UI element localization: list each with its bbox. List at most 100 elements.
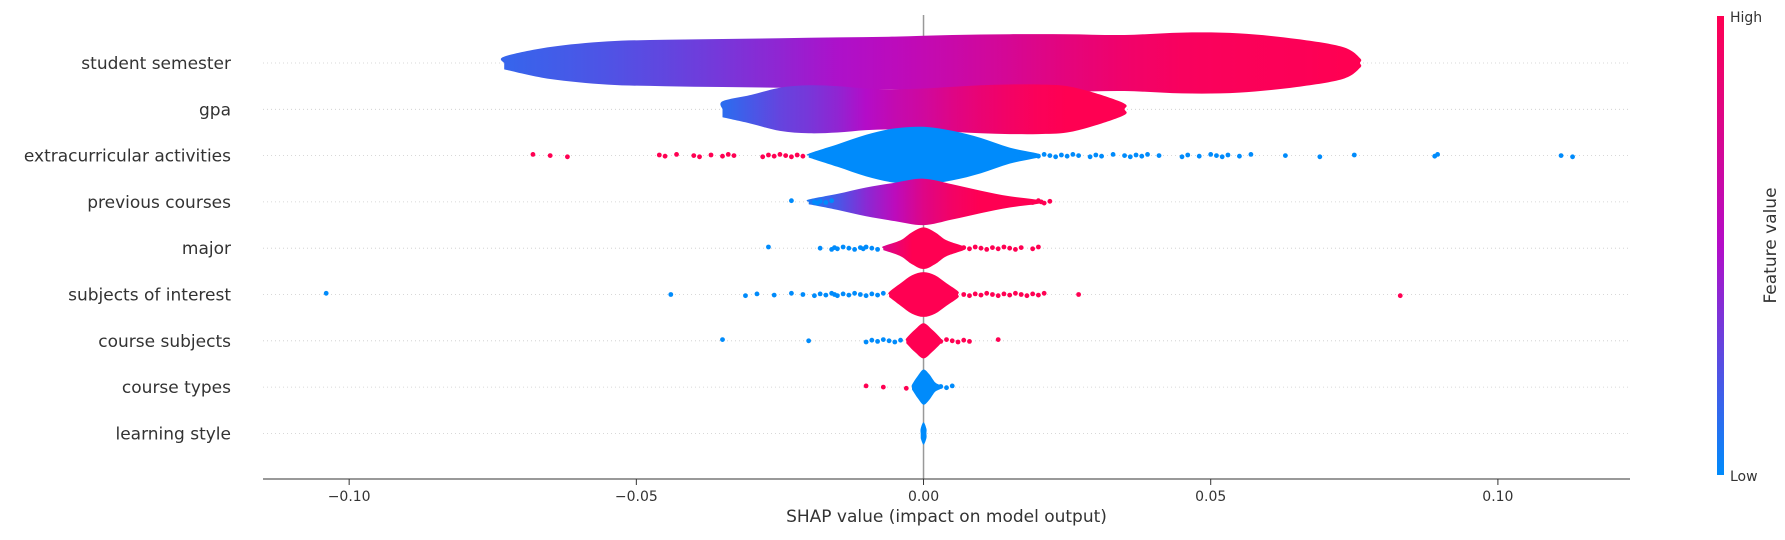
data-point — [852, 247, 858, 252]
data-point — [1047, 153, 1053, 159]
data-point — [1282, 153, 1288, 159]
data-point — [944, 337, 949, 342]
feature-label: previous courses — [87, 193, 231, 213]
feature-label: student semester — [81, 54, 231, 74]
data-point — [656, 152, 662, 158]
feature-labels: student semester gpa extracurricular activ… — [24, 54, 231, 444]
data-point — [789, 290, 794, 296]
data-point — [823, 200, 829, 205]
data-point — [1185, 152, 1191, 158]
data-point — [323, 290, 329, 296]
violin-shape — [882, 227, 965, 269]
data-point — [754, 291, 760, 297]
colorbar-high-label: High — [1730, 10, 1762, 26]
data-point — [1018, 292, 1024, 297]
violin-shape — [905, 323, 942, 359]
data-point — [978, 292, 984, 298]
data-point — [1127, 154, 1133, 160]
data-point — [1018, 200, 1024, 206]
data-point — [708, 152, 714, 158]
data-point — [834, 246, 840, 252]
data-point — [1093, 152, 1099, 158]
data-point — [880, 337, 886, 342]
data-point — [1041, 200, 1047, 206]
data-point — [1139, 153, 1145, 159]
data-point — [1219, 154, 1225, 160]
data-point — [1570, 154, 1575, 160]
colorbar — [1717, 16, 1724, 475]
data-point — [1041, 290, 1047, 296]
data-point — [1035, 292, 1041, 298]
data-point — [846, 292, 852, 298]
data-point — [771, 153, 777, 159]
data-point — [1013, 152, 1018, 157]
data-point — [840, 244, 846, 250]
data-point — [1317, 154, 1323, 160]
data-point — [530, 152, 536, 157]
data-point — [984, 290, 990, 296]
data-point — [880, 290, 886, 296]
data-point — [961, 292, 967, 297]
data-point — [1070, 152, 1076, 157]
data-point — [857, 292, 863, 297]
data-point — [863, 293, 869, 299]
data-point — [1035, 244, 1041, 250]
data-point — [990, 292, 995, 297]
data-point — [794, 152, 800, 158]
data-point — [783, 153, 789, 159]
violin-shape — [920, 422, 927, 445]
violin-layer — [500, 32, 1362, 445]
data-point — [817, 291, 823, 297]
data-point — [674, 152, 679, 157]
data-point — [938, 339, 944, 344]
data-point — [720, 153, 725, 159]
data-point — [1076, 153, 1082, 159]
data-point — [875, 292, 880, 298]
data-point — [1133, 152, 1139, 158]
data-point — [1018, 245, 1024, 251]
colorbar-low-label: Low — [1730, 469, 1758, 485]
feature-label: extracurricular activities — [24, 147, 231, 167]
data-point — [967, 293, 972, 299]
data-point — [961, 337, 967, 343]
data-point — [697, 154, 702, 160]
data-point — [961, 245, 967, 251]
data-point — [720, 337, 725, 342]
x-tick-label: 0.05 — [1195, 489, 1226, 505]
data-point — [1156, 153, 1162, 159]
data-point — [1237, 153, 1242, 159]
data-point — [806, 338, 812, 344]
data-point — [869, 245, 875, 251]
data-point — [995, 293, 1001, 299]
data-point — [800, 292, 806, 297]
feature-label: course types — [122, 378, 231, 398]
data-point — [1030, 152, 1036, 158]
data-point — [691, 153, 697, 159]
data-point — [978, 245, 984, 251]
data-point — [1110, 152, 1116, 157]
data-point — [984, 247, 990, 252]
data-point — [1024, 198, 1030, 204]
data-point — [1076, 292, 1082, 297]
data-point — [880, 384, 886, 390]
x-tick-label: −0.10 — [328, 489, 371, 505]
feature-label: gpa — [199, 100, 231, 120]
data-point — [875, 339, 880, 344]
data-point — [1013, 247, 1018, 252]
data-point — [1024, 154, 1030, 160]
violin-shape — [500, 32, 1362, 94]
data-point — [863, 339, 869, 345]
feature-label: major — [182, 239, 231, 259]
data-point — [731, 153, 737, 159]
data-point — [1351, 152, 1357, 158]
feature-label: subjects of interest — [68, 286, 231, 306]
data-point — [1064, 153, 1070, 159]
data-point — [995, 337, 1001, 342]
feature-label: course subjects — [98, 332, 231, 352]
x-axis-ticks: −0.10 −0.05 0.00 0.05 0.10 — [328, 479, 1513, 505]
dot-layer — [323, 152, 1575, 391]
data-point — [869, 337, 875, 343]
data-point — [1007, 292, 1013, 298]
